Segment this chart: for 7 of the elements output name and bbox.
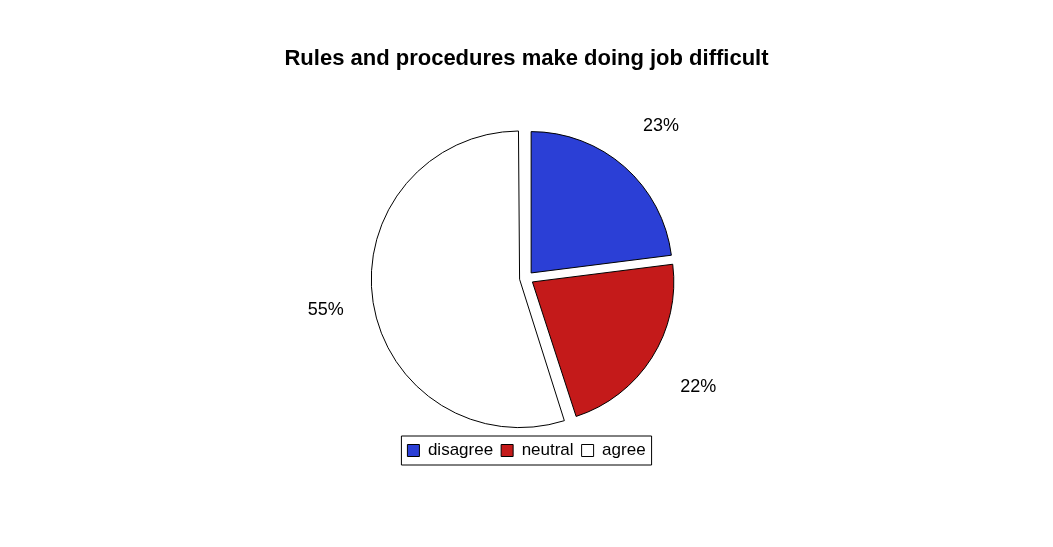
- legend-label: agree: [602, 440, 646, 460]
- chart-title: Rules and procedures make doing job difficult: [284, 45, 770, 71]
- legend-label: disagree: [427, 440, 494, 460]
- data-label: 22%: [680, 376, 717, 397]
- data-label: 23%: [642, 114, 679, 135]
- data-label: 55%: [307, 298, 344, 319]
- legend-label: neutral: [521, 440, 574, 460]
